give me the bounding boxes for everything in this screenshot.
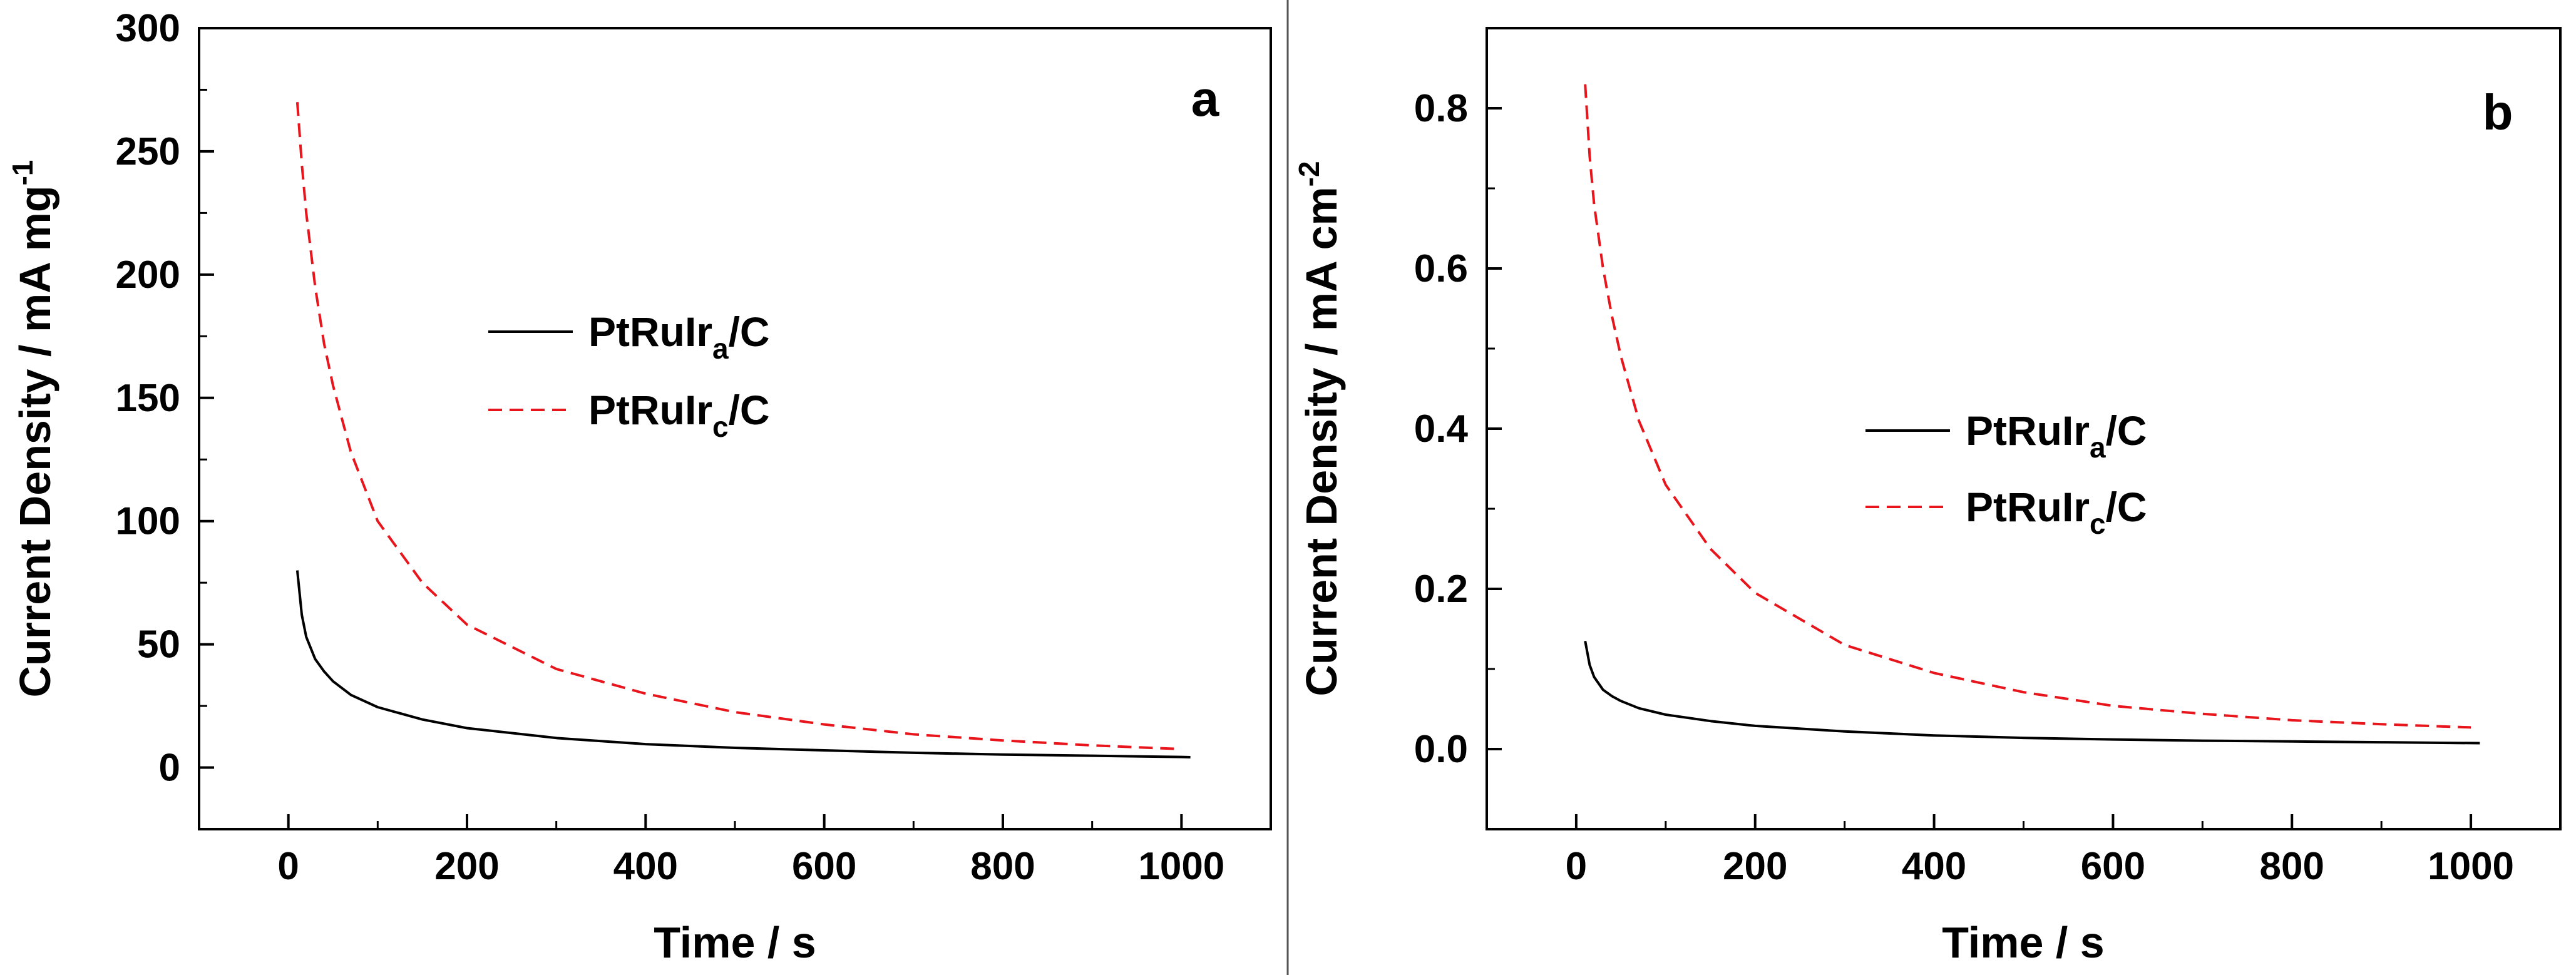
y-tick-label-b-1: 0.2: [1414, 568, 1468, 611]
legend-label-b-0: PtRuIra/C: [1966, 407, 2147, 464]
x-tick-label-a-4: 800: [970, 845, 1035, 888]
x-tick-label-a-5: 1000: [1138, 845, 1224, 888]
y-tick-label-a-5: 250: [116, 130, 180, 173]
y-tick-label-b-0: 0.0: [1414, 728, 1468, 771]
series-line-b-0: [1584, 640, 2480, 745]
x-tick-label-b-3: 600: [2081, 845, 2145, 888]
y-tick-label-a-0: 0: [159, 747, 180, 790]
legend-a: PtRuIra/C PtRuIrc/C: [488, 309, 770, 443]
y-axis-title-main-a: Current Density / mA mg: [11, 185, 59, 697]
legend-item-b-0: PtRuIra/C: [1865, 407, 2147, 464]
legend-label-a-1: PtRuIrc/C: [588, 387, 770, 443]
panel-label-b: b: [2483, 84, 2513, 140]
y-tick-label-a-1: 50: [137, 623, 180, 666]
y-axis-title-a: Current Density / mA mg-1: [6, 160, 59, 698]
legend-label-a-0: PtRuIra/C: [588, 309, 770, 365]
y-axis-title-main-b: Current Density / mA cm: [1297, 186, 1346, 696]
y-tick-label-a-4: 200: [116, 253, 180, 297]
x-tick-label-b-5: 1000: [2428, 845, 2514, 888]
series-line-b-1: [1584, 84, 2471, 729]
ticks-a: 0 200 400 600 800 1000 0 50 100 150 200 250 300: [116, 7, 1225, 888]
y-tick-label-b-4: 0.8: [1414, 87, 1468, 130]
y-axis-title-sup-b: -2: [1293, 161, 1325, 186]
x-tick-label-a-2: 400: [613, 845, 678, 888]
legend-b: PtRuIra/C PtRuIrc/C: [1865, 407, 2147, 540]
x-tick-label-b-1: 200: [1723, 845, 1787, 888]
x-tick-label-b-2: 400: [1902, 845, 1966, 888]
x-axis-title-b: Time / s: [1942, 918, 2104, 967]
series-line-a-0: [295, 570, 1191, 758]
y-tick-label-b-2: 0.4: [1414, 407, 1469, 451]
x-axis-title-a: Time / s: [654, 918, 816, 967]
x-tick-label-a-0: 0: [277, 845, 299, 888]
chart-panel-a: 0 200 400 600 800 1000 0 50 100 150 200 250 300 a Ti…: [6, 7, 1272, 967]
ticks-b: 0 200 400 600 800 1000 0.0 0.2 0.4 0.6 0.8: [1414, 87, 2514, 888]
x-tick-label-b-0: 0: [1566, 845, 1587, 888]
y-tick-label-a-3: 150: [116, 377, 180, 420]
y-axis-title-sup-a: -1: [6, 160, 39, 186]
legend-item-a-1: PtRuIrc/C: [488, 387, 770, 443]
x-tick-label-a-3: 600: [792, 845, 856, 888]
x-tick-label-a-1: 200: [434, 845, 499, 888]
y-tick-label-a-6: 300: [116, 7, 180, 50]
series-layer-a: [295, 102, 1191, 758]
x-tick-label-b-4: 800: [2260, 845, 2324, 888]
legend-item-b-1: PtRuIrc/C: [1865, 484, 2147, 540]
series-layer-b: [1584, 84, 2480, 745]
panel-label-a: a: [1191, 71, 1219, 126]
y-axis-title-b: Current Density / mA cm-2: [1293, 161, 1346, 696]
legend-label-b-1: PtRuIrc/C: [1966, 484, 2147, 540]
y-tick-label-a-2: 100: [116, 500, 180, 543]
legend-item-a-0: PtRuIra/C: [488, 309, 770, 365]
series-line-a-1: [295, 102, 1182, 750]
chart-panel-b: 0 200 400 600 800 1000 0.0 0.2 0.4 0.6 0.8 b Time …: [1293, 27, 2562, 967]
y-tick-label-b-3: 0.6: [1414, 247, 1468, 290]
